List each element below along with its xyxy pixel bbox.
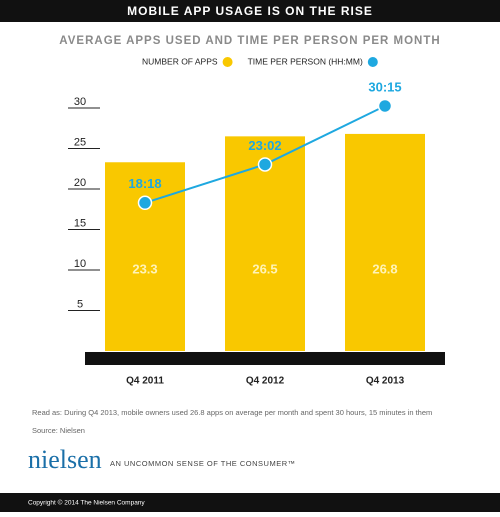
legend-marker (222, 57, 233, 67)
copyright: Copyright © 2014 The Nielsen Company (28, 499, 145, 507)
note: Read as: During Q4 2013, mobile owners u… (32, 408, 432, 417)
bar-value-label: 26.8 (372, 261, 397, 276)
y-tick-label: 15 (74, 217, 86, 229)
y-tick-label: 30 (74, 96, 86, 108)
source: Source: Nielsen (32, 426, 85, 435)
tagline: AN UNCOMMON SENSE OF THE CONSUMER™ (110, 459, 296, 468)
footer-bar (0, 493, 500, 512)
x-tick-label: Q4 2011 (126, 376, 164, 387)
x-tick-label: Q4 2013 (366, 376, 405, 387)
line-point (257, 157, 273, 172)
legend-label: NUMBER OF APPS (142, 56, 218, 66)
y-tick-label: 10 (74, 258, 86, 270)
legend-marker (367, 57, 378, 67)
y-tick-label: 5 (77, 298, 83, 310)
y-tick-label: 20 (74, 177, 86, 189)
chart-title: MOBILE APP USAGE IS ON THE RISE (127, 4, 373, 18)
bar (345, 133, 425, 351)
line-point (137, 195, 153, 211)
line-value-label: 30:15 (368, 79, 401, 94)
line-point (377, 98, 393, 114)
x-tick-label: Q4 2012 (246, 376, 285, 387)
baseline-bar (85, 352, 445, 365)
bar-value-label: 26.5 (252, 261, 277, 276)
logo: nielsen (28, 445, 102, 474)
line-value-label: 23:02 (248, 138, 281, 153)
bar-value-label: 23.3 (132, 261, 157, 276)
title-bar (0, 0, 500, 22)
line-value-label: 18:18 (128, 176, 161, 191)
chart-subtitle: AVERAGE APPS USED AND TIME PER PERSON PE… (59, 35, 440, 47)
legend-label: TIME PER PERSON (HH:MM) (248, 56, 363, 66)
y-tick-label: 25 (74, 136, 86, 148)
